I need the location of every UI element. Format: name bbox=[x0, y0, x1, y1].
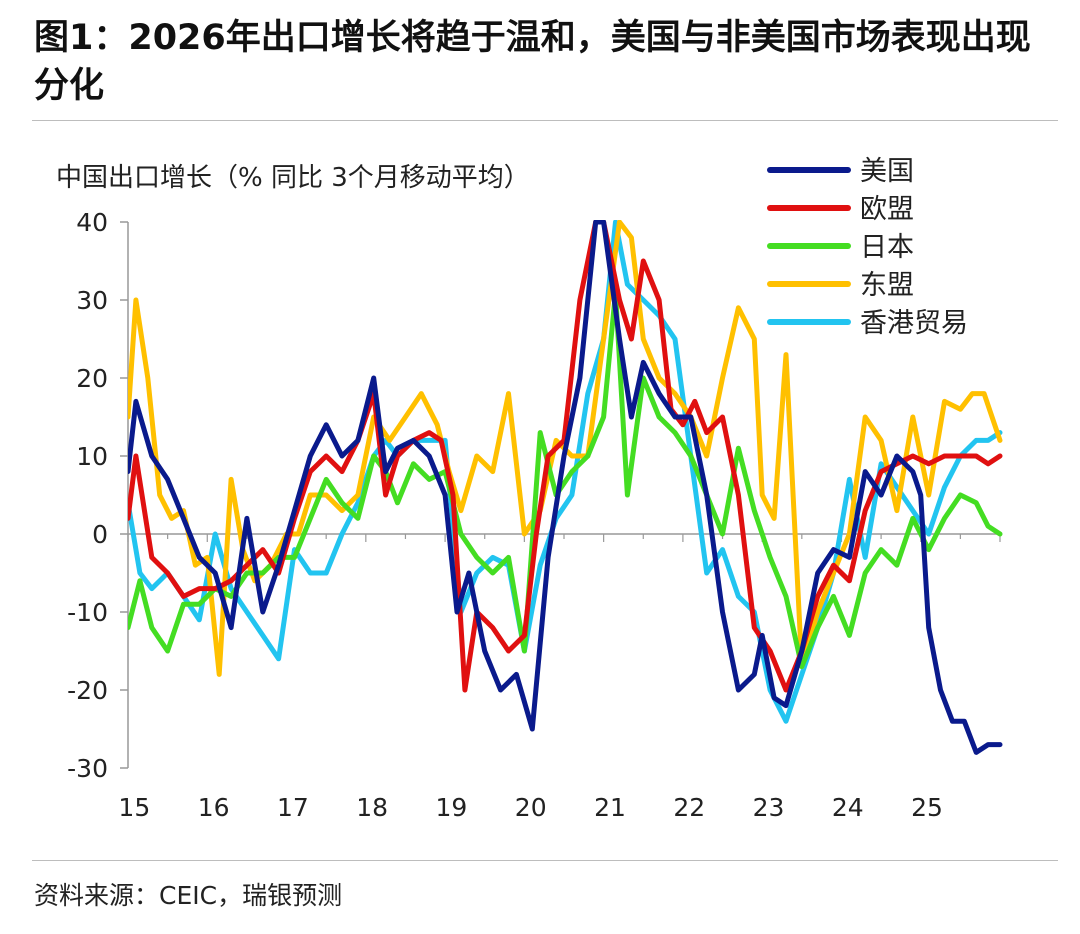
axes: -30 -20 -10 0 10 20 30 40 15 16 17 18 19 20 21 22 23 24 25 bbox=[67, 208, 1001, 822]
legend-label: 美国 bbox=[860, 156, 914, 187]
y-tick-label: 30 bbox=[76, 286, 108, 315]
line-chart: 中国出口增长（% 同比 3个月移动平均） -30 -20 -10 0 10 20 30 40 1… bbox=[56, 156, 1003, 822]
series-line-1 bbox=[128, 220, 1003, 755]
series-lines bbox=[128, 220, 1003, 755]
y-tick-label: -20 bbox=[67, 676, 108, 705]
y-tick-label: -30 bbox=[67, 754, 108, 783]
x-tick-label: 15 bbox=[118, 793, 150, 822]
bottom-divider bbox=[32, 860, 1058, 861]
top-divider bbox=[32, 120, 1058, 121]
x-tick-label: 25 bbox=[911, 793, 943, 822]
x-tick-label: 16 bbox=[198, 793, 230, 822]
y-tick-label: 40 bbox=[76, 208, 108, 237]
legend-label: 欧盟 bbox=[860, 194, 914, 225]
y-axis-label: 中国出口增长（% 同比 3个月移动平均） bbox=[56, 163, 530, 193]
legend-label: 日本 bbox=[860, 232, 914, 263]
x-tick-label: 23 bbox=[753, 793, 785, 822]
y-tick-label: -10 bbox=[67, 598, 108, 627]
x-tick-label: 21 bbox=[594, 793, 626, 822]
series-line-4 bbox=[128, 220, 1003, 677]
y-tick-label: 10 bbox=[76, 442, 108, 471]
x-tick-label: 22 bbox=[673, 793, 705, 822]
x-tick-label: 24 bbox=[832, 793, 864, 822]
legend-label: 香港贸易 bbox=[860, 308, 968, 339]
y-tick-label: 20 bbox=[76, 364, 108, 393]
figure-title: 图1：2026年出口增长将趋于温和，美国与非美国市场表现出现分化 bbox=[34, 18, 1031, 106]
x-tick-label: 19 bbox=[436, 793, 468, 822]
x-tick-label: 20 bbox=[515, 793, 547, 822]
x-tick-label: 18 bbox=[356, 793, 388, 822]
legend-label: 东盟 bbox=[860, 270, 914, 301]
y-tick-label: 0 bbox=[92, 520, 108, 549]
source-note: 资料来源：CEIC，瑞银预测 bbox=[34, 881, 343, 910]
x-tick-label: 17 bbox=[277, 793, 309, 822]
